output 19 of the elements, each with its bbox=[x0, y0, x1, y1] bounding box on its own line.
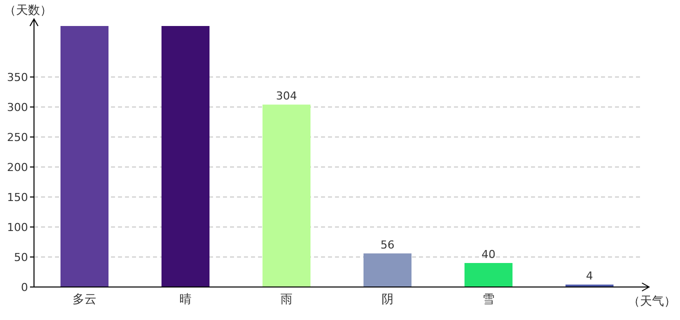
data-label: 304 bbox=[276, 90, 297, 103]
data-label: 4 bbox=[586, 270, 593, 283]
y-tick-label: 300 bbox=[7, 101, 28, 114]
x-axis-title: （天气） bbox=[628, 294, 676, 308]
y-tick-label: 50 bbox=[14, 251, 28, 264]
x-tick-label: 阴 bbox=[382, 292, 394, 306]
y-tick-label: 100 bbox=[7, 221, 28, 234]
data-label: 56 bbox=[380, 238, 394, 252]
x-tick-label: 晴 bbox=[180, 292, 192, 306]
x-tick-label: 多云 bbox=[72, 292, 96, 306]
y-axis-title: （天数） bbox=[4, 3, 52, 17]
y-tick-label: 0 bbox=[21, 281, 28, 294]
data-label: 40 bbox=[482, 248, 496, 261]
y-tick-label: 350 bbox=[7, 71, 28, 84]
y-tick-label: 150 bbox=[7, 191, 28, 204]
x-tick-label: 雨 bbox=[280, 292, 292, 306]
y-tick-label: 250 bbox=[7, 131, 28, 144]
y-tick-label: 200 bbox=[7, 161, 28, 174]
x-tick-label: 雪 bbox=[482, 292, 494, 306]
